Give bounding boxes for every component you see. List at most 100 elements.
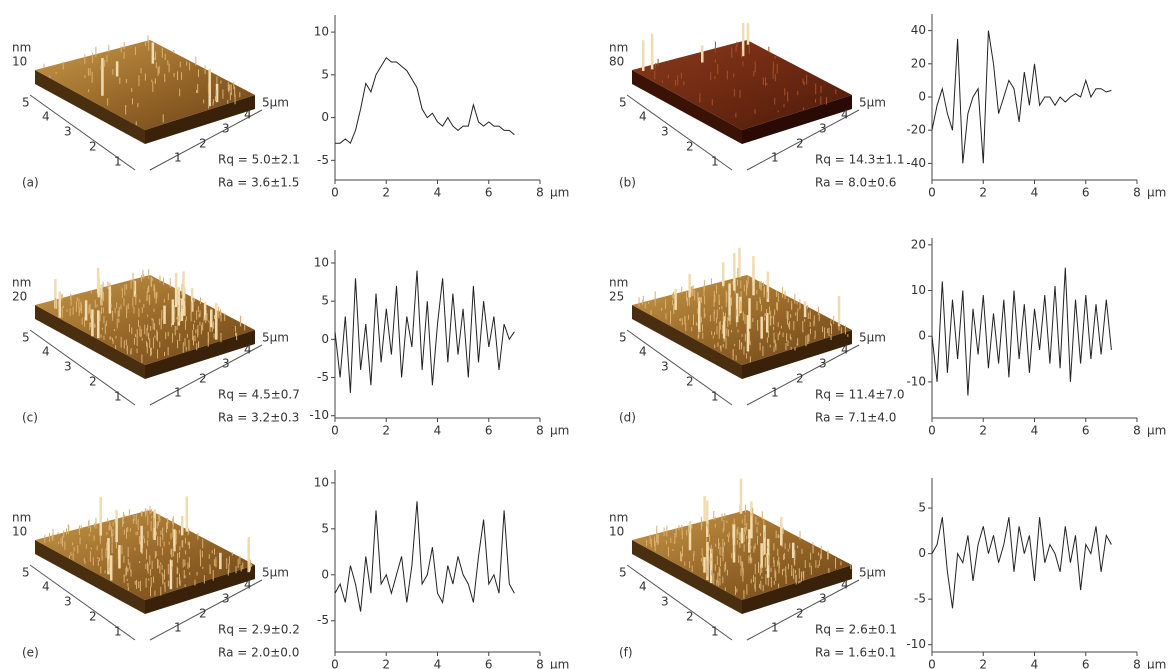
afm-surface	[35, 510, 255, 600]
afm-tick-label: 2	[796, 137, 804, 151]
y-tick-label: -10	[906, 637, 926, 651]
y-tick-label: -5	[317, 370, 329, 384]
afm-tick-label: 5	[22, 566, 30, 580]
y-tick-label: -5	[914, 592, 926, 606]
rq-value: Rq = 2.9±0.2	[218, 623, 300, 637]
afm-axis	[746, 579, 860, 641]
afm-tick-label: 1	[711, 625, 719, 639]
y-tick-label: 5	[321, 521, 329, 535]
afm-side	[35, 540, 145, 614]
x-tick-label: 8	[1133, 424, 1141, 438]
profile-line	[335, 56, 515, 145]
afm-surface	[35, 275, 255, 365]
afm-tick-label: 1	[771, 386, 779, 400]
x-tick-label: 2	[382, 186, 390, 200]
afm-axis	[626, 94, 733, 171]
x-tick-label: 6	[1082, 658, 1090, 669]
afm-side	[145, 565, 255, 614]
z-unit: nm	[12, 276, 31, 290]
afm-tick-label: 4	[42, 110, 50, 124]
afm-tick-label: 2	[89, 610, 97, 624]
y-tick-label: 40	[911, 23, 926, 37]
afm-side	[742, 565, 852, 614]
y-tick-label: 0	[918, 329, 926, 343]
y-tick-label: 10	[314, 475, 329, 489]
afm-tick-label: 3	[222, 592, 230, 606]
x-tick-label: 4	[434, 424, 442, 438]
afm-tick-label: 3	[64, 125, 72, 139]
x-tick-label: 8	[1133, 658, 1141, 669]
afm-tick-label: 4	[841, 343, 849, 357]
afm-side	[742, 95, 852, 144]
y-tick-label: 5	[321, 67, 329, 81]
ra-value: Ra = 2.0±0.0	[218, 646, 299, 660]
afm-tick-label: 3	[222, 122, 230, 136]
x-axis-unit: μm	[550, 186, 569, 200]
x-tick-label: 0	[928, 658, 936, 669]
panel-label: (b)	[619, 176, 636, 190]
afm-tick-label: 2	[89, 375, 97, 389]
afm-surface	[632, 40, 852, 130]
panel-label: (e)	[22, 646, 39, 660]
afm-axis	[29, 329, 136, 406]
x-tick-label: 0	[928, 424, 936, 438]
afm-tick-label: 5μm	[859, 331, 886, 345]
afm-surface	[35, 40, 255, 130]
x-tick-label: 4	[434, 186, 442, 200]
afm-tick-label: 5	[619, 331, 627, 345]
x-tick-label: 2	[382, 658, 390, 669]
z-max: 10	[609, 525, 624, 539]
afm-tick-label: 4	[639, 580, 647, 594]
afm-tick-label: 1	[114, 155, 122, 169]
x-tick-label: 4	[1031, 424, 1039, 438]
y-tick-label: 0	[321, 332, 329, 346]
z-max: 80	[609, 55, 624, 69]
afm-tick-label: 5	[22, 331, 30, 345]
panel-label: (d)	[619, 411, 636, 425]
afm-tick-label: 2	[89, 140, 97, 154]
y-tick-label: -40	[906, 156, 926, 170]
x-tick-label: 4	[1031, 186, 1039, 200]
y-tick-label: 5	[321, 294, 329, 308]
ra-value: Ra = 8.0±0.6	[815, 176, 896, 190]
rq-value: Rq = 4.5±0.7	[218, 388, 300, 402]
ra-value: Ra = 7.1±4.0	[815, 411, 896, 425]
z-unit: nm	[12, 511, 31, 525]
afm-tick-label: 3	[661, 125, 669, 139]
x-tick-label: 6	[485, 658, 493, 669]
z-max: 20	[12, 290, 27, 304]
x-axis-unit: μm	[1147, 424, 1166, 438]
y-tick-label: -5	[317, 153, 329, 167]
panel-label: (a)	[22, 176, 39, 190]
x-tick-label: 6	[1082, 424, 1090, 438]
afm-tick-label: 1	[771, 151, 779, 165]
afm-axis	[746, 344, 860, 406]
afm-tick-label: 2	[796, 607, 804, 621]
afm-tick-label: 4	[42, 580, 50, 594]
x-tick-label: 6	[485, 424, 493, 438]
x-tick-label: 4	[434, 658, 442, 669]
panel-label: (c)	[22, 411, 38, 425]
afm-tick-label: 1	[174, 151, 182, 165]
afm-tick-label: 4	[841, 108, 849, 122]
afm-tick-label: 3	[661, 360, 669, 374]
afm-tick-label: 5	[619, 96, 627, 110]
x-tick-label: 6	[485, 186, 493, 200]
y-tick-label: 0	[321, 110, 329, 124]
afm-tick-label: 5μm	[859, 96, 886, 110]
afm-tick-label: 1	[771, 621, 779, 635]
afm-tick-label: 1	[174, 621, 182, 635]
afm-tick-label: 3	[819, 357, 827, 371]
afm-side	[632, 540, 742, 614]
afm-tick-label: 4	[244, 578, 252, 592]
afm-tick-label: 1	[114, 390, 122, 404]
afm-tick-label: 4	[244, 343, 252, 357]
afm-axis	[149, 579, 263, 641]
afm-tick-label: 5μm	[262, 331, 289, 345]
afm-axis	[29, 94, 136, 171]
afm-tick-label: 5μm	[262, 566, 289, 580]
afm-tick-label: 2	[686, 375, 694, 389]
afm-tick-label: 3	[64, 360, 72, 374]
afm-tick-label: 3	[64, 595, 72, 609]
x-tick-label: 2	[382, 424, 390, 438]
